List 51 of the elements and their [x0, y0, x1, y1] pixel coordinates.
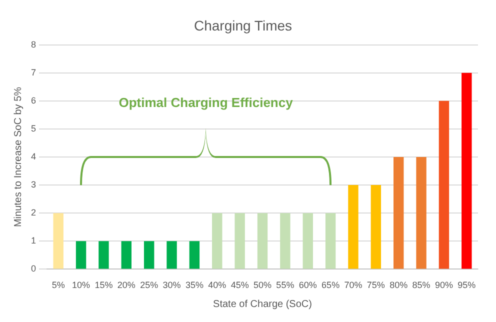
x-tick-label: 90%	[434, 280, 453, 290]
x-tick-label: 65%	[322, 280, 340, 290]
bar	[302, 213, 313, 269]
bar	[53, 213, 64, 269]
bar	[462, 72, 472, 269]
y-tick-label: 8	[30, 39, 36, 50]
bar	[370, 185, 382, 269]
x-tick-label: 75%	[366, 280, 385, 290]
x-tick-label: 45%	[230, 280, 249, 290]
bar	[325, 213, 336, 269]
annotation: Optimal Charging Efficiency	[118, 94, 294, 110]
x-tick-label: 60%	[298, 280, 317, 290]
y-tick-label: 7	[30, 67, 36, 78]
x-tick-label: 15%	[94, 280, 113, 290]
bar	[234, 213, 245, 269]
x-tick-label: 50%	[253, 280, 272, 290]
bar	[121, 241, 132, 269]
bar	[144, 241, 154, 269]
bar	[212, 213, 222, 269]
x-tick-label: 10%	[72, 280, 90, 290]
bar	[257, 213, 268, 269]
x-tick-label: 55%	[276, 280, 294, 290]
y-tick-label: 1	[30, 236, 36, 246]
x-tick-label: 80%	[390, 280, 408, 290]
y-axis-title: Minutes to Increase SoC by 5%	[12, 86, 24, 228]
y-tick-label: 6	[30, 95, 36, 106]
x-tick-label: 85%	[412, 280, 430, 290]
x-tick-label: 40%	[208, 280, 226, 290]
y-tick-label: 0	[30, 264, 36, 274]
x-tick-label: 20%	[117, 280, 136, 290]
bar	[98, 241, 109, 269]
bar	[76, 241, 86, 269]
y-tick-label: 5	[30, 123, 36, 134]
x-tick-label: 70%	[344, 280, 362, 290]
x-tick-label: 35%	[185, 280, 204, 290]
bar	[166, 241, 177, 269]
x-tick-label: 95%	[458, 280, 476, 290]
bar	[189, 241, 200, 269]
y-tick-label: 2	[30, 208, 36, 218]
bar	[280, 213, 290, 269]
bar	[438, 100, 450, 269]
chart-title: Charging Times	[194, 17, 292, 34]
y-tick-label: 3	[30, 180, 36, 190]
x-tick-label: 5%	[52, 280, 65, 290]
bar	[394, 157, 404, 269]
x-tick-label: 25%	[140, 280, 158, 290]
x-axis-title: State of Charge (SoC)	[213, 298, 312, 310]
bar	[348, 185, 358, 269]
bar	[416, 157, 426, 269]
y-tick-label: 4	[30, 151, 36, 162]
x-tick-label: 30%	[162, 280, 181, 290]
